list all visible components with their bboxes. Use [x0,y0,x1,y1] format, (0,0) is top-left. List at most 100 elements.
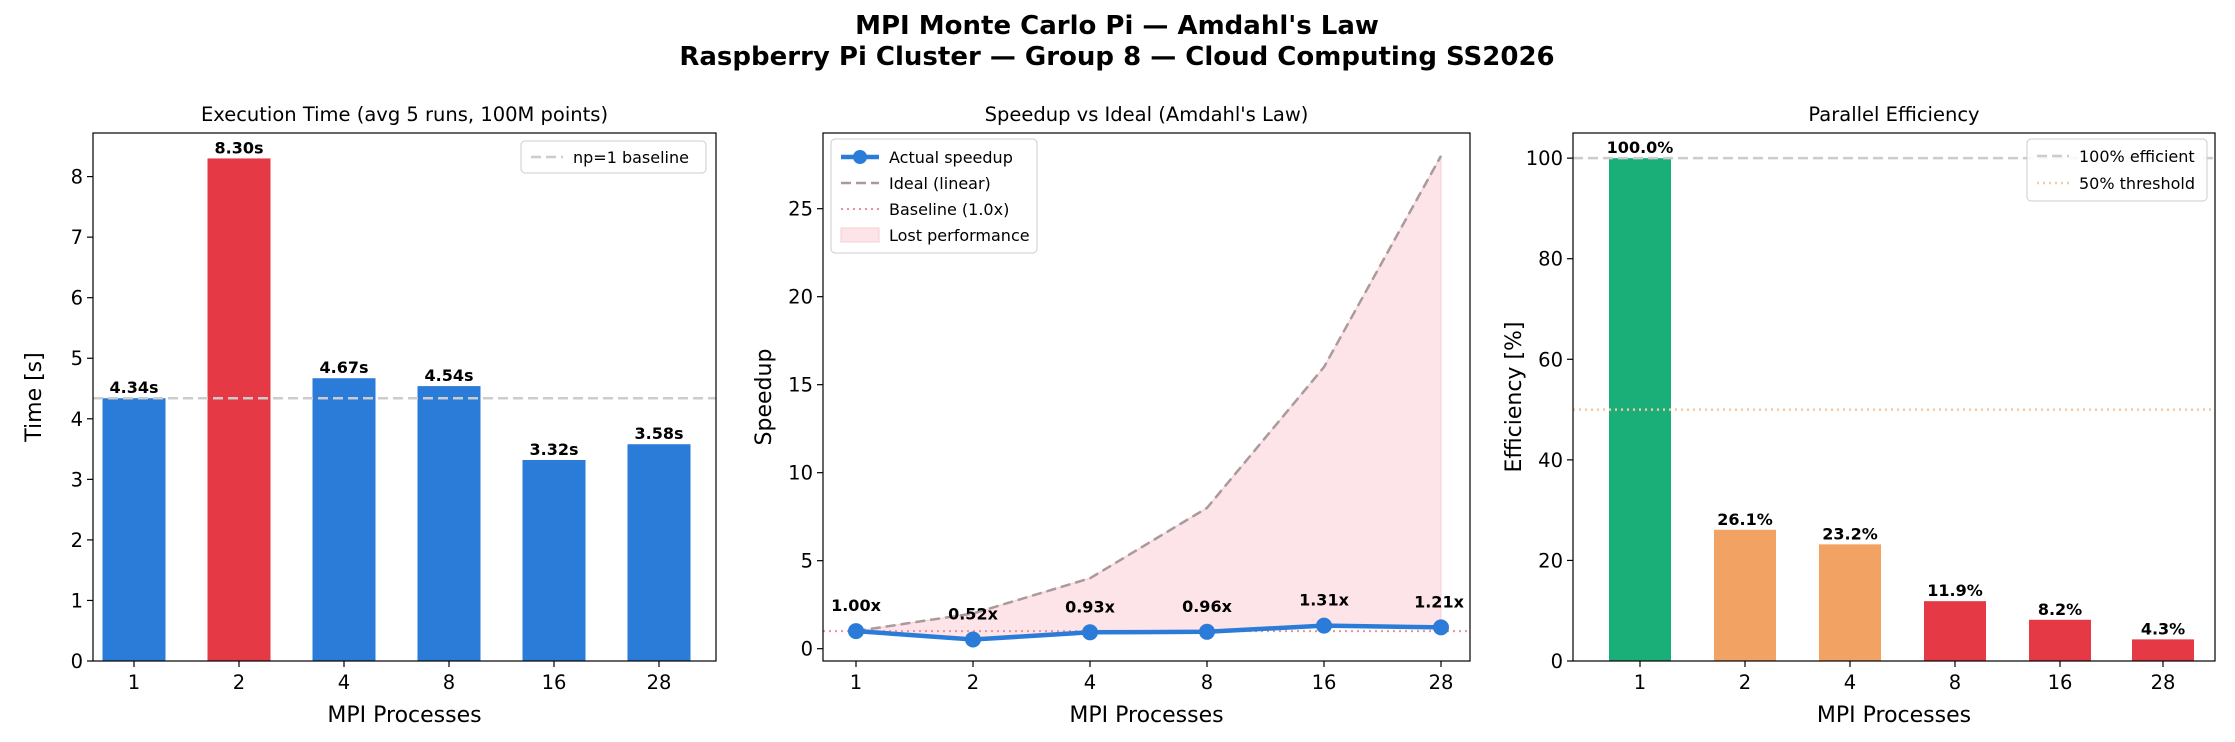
actual-speedup-point [1433,619,1449,636]
y-axis-label: Speedup [752,349,777,446]
actual-speedup-point [848,623,864,640]
figure-title-line1: MPI Monte Carlo Pi — Amdahl's Law [855,11,1379,41]
execution-time-chart: Execution Time (avg 5 runs, 100M points)… [22,103,717,728]
efficiency-bar [2029,619,2091,661]
speedup-label: 0.96x [1182,597,1232,616]
y-tick-label: 6 [71,287,83,310]
actual-speedup-line [855,623,1442,642]
x-tick-label: 16 [542,671,567,694]
time-bar-label: 4.54s [425,366,474,385]
efficiency-bar-label: 26.1% [1717,510,1773,529]
y-tick-label: 5 [801,550,813,573]
legend-box [520,140,707,174]
efficiency-bar-label: 23.2% [1822,524,1878,543]
y-tick-label: 5 [71,347,83,370]
time-bar [102,398,166,661]
x-tick-label: 2 [1739,671,1751,694]
efficiency-bar-label: 11.9% [1927,581,1983,600]
y-tick-label: 20 [788,286,813,309]
x-tick-label: 8 [443,671,455,694]
legend-label: Ideal (linear) [889,174,991,193]
axes-frame [1572,132,2216,662]
x-tick-label: 4 [1844,671,1856,694]
y-tick-label: 8 [71,166,83,189]
x-axis-label: MPI Processes [1069,703,1223,728]
time-bar [207,158,271,661]
y-tick-label: 1 [71,589,83,612]
efficiency-bar [2132,639,2194,661]
y-tick-label: 15 [788,374,813,397]
legend-marker-actual [853,150,867,164]
time-bar-label: 4.34s [110,378,159,397]
time-bar [417,386,481,661]
efficiency-bar-label: 8.2% [2038,600,2082,619]
speedup-label: 0.93x [1065,597,1115,616]
actual-speedup-point [1316,617,1332,634]
actual-speedup-point [965,631,981,648]
efficiency-bar-label: 100.0% [1607,138,1674,157]
y-tick-label: 0 [1551,650,1563,673]
legend-label: 100% efficient [2079,147,2195,166]
x-tick-label: 8 [1949,671,1961,694]
y-tick-label: 2 [71,529,83,552]
efficiency-bar [1819,544,1881,661]
x-tick-label: 1 [850,671,862,694]
y-tick-label: 25 [788,198,813,221]
y-axis-label: Time [s] [22,352,47,442]
x-tick-label: 16 [1312,671,1337,694]
legend-label: Actual speedup [889,148,1013,167]
legend-label: Lost performance [889,226,1030,245]
panel-title: Execution Time (avg 5 runs, 100M points) [201,103,608,126]
speedup-label: 1.21x [1414,592,1464,611]
y-axis-label: Efficiency [%] [1502,321,1527,472]
panel-title: Parallel Efficiency [1808,103,1979,126]
y-tick-label: 60 [1538,348,1563,371]
time-bar-label: 8.30s [215,138,264,157]
x-tick-label: 2 [233,671,245,694]
axes-frame [92,132,717,662]
legend-box [2026,138,2208,202]
panel-title: Speedup vs Ideal (Amdahl's Law) [985,103,1309,126]
x-tick-label: 4 [338,671,350,694]
y-tick-label: 3 [71,468,83,491]
x-axis-label: MPI Processes [327,703,481,728]
speedup-chart: Speedup vs Ideal (Amdahl's Law) MPI Proce… [752,103,1471,728]
x-tick-label: 1 [128,671,140,694]
x-axis-label: MPI Processes [1817,703,1971,728]
actual-speedup-point [1082,624,1098,641]
x-tick-label: 28 [1429,671,1454,694]
speedup-label: 0.52x [948,605,998,624]
efficiency-chart: Parallel Efficiency MPI Processes Efficien… [1502,103,2216,728]
y-tick-label: 100 [1526,147,1563,170]
x-tick-label: 4 [1084,671,1096,694]
speedup-label: 1.00x [831,596,881,615]
x-tick-label: 1 [1634,671,1646,694]
time-bar-label: 3.58s [635,424,684,443]
y-tick-label: 10 [788,462,813,485]
time-bar-label: 3.32s [530,440,579,459]
y-tick-label: 20 [1538,549,1563,572]
y-tick-label: 0 [71,650,83,673]
time-bar-label: 4.67s [320,358,369,377]
y-tick-label: 0 [801,638,813,661]
efficiency-bar-label: 4.3% [2141,619,2185,638]
legend-swatch-lost [840,227,880,243]
x-tick-label: 16 [2048,671,2073,694]
y-tick-label: 7 [71,226,83,249]
actual-speedup-point [1199,623,1215,640]
time-bar [312,378,376,661]
time-bar [627,444,691,661]
axes-frame [822,132,1471,662]
efficiency-bar [1714,529,1776,661]
legend-label: Baseline (1.0x) [889,200,1009,219]
efficiency-bar [1924,601,1986,661]
x-tick-label: 8 [1201,671,1213,694]
speedup-label: 1.31x [1299,591,1349,610]
x-tick-label: 28 [647,671,672,694]
time-bar [522,459,586,661]
y-tick-label: 80 [1538,248,1563,271]
legend-box [830,138,1038,254]
x-tick-label: 2 [967,671,979,694]
